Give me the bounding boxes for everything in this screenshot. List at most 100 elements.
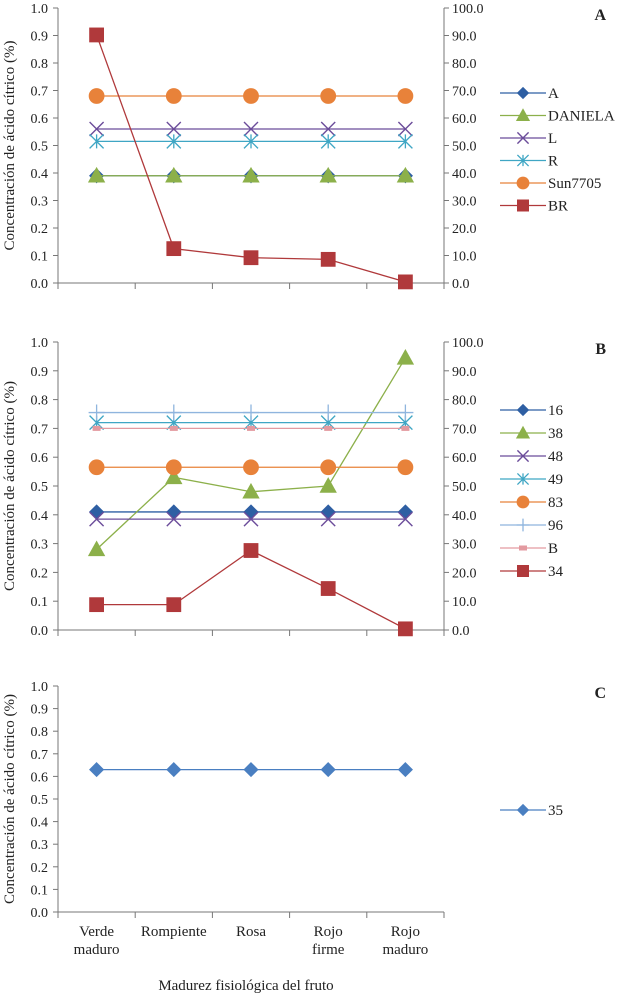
data-point (320, 121, 336, 137)
y-tick-label: 0.0 (31, 624, 49, 639)
data-point (243, 504, 259, 520)
data-point (397, 504, 413, 520)
data-point (87, 540, 106, 557)
y2-tick-label: 0.0 (452, 624, 470, 639)
y2-tick-label: 90.0 (452, 365, 477, 380)
data-point (396, 166, 415, 183)
y-tick-label: 0.0 (31, 906, 49, 921)
data-point (243, 121, 259, 137)
y-tick-label: 0.8 (31, 394, 49, 409)
legend-label: Sun7705 (548, 176, 601, 192)
y-tick-label: 1.0 (31, 2, 49, 17)
x-tick-label-line: maduro (382, 942, 428, 958)
data-point (397, 121, 413, 137)
y2-tick-label: 40.0 (452, 167, 477, 182)
legend-label: BR (548, 199, 568, 215)
panel-label: A (594, 7, 606, 24)
data-point (320, 511, 336, 527)
data-point (320, 88, 337, 104)
x-tick-label-line: firme (312, 942, 345, 958)
y-tick-label: 0.6 (31, 112, 49, 127)
legend-label: 38 (548, 426, 563, 442)
data-point (88, 459, 105, 476)
y-tick-label: 0.9 (31, 30, 49, 45)
y-tick-label: 0.2 (31, 566, 49, 581)
series-34 (89, 543, 413, 637)
y-tick-label: 0.4 (31, 816, 49, 831)
y2-tick-label: 80.0 (452, 57, 477, 72)
x-axis-title: Madurez fisiológica del fruto (158, 978, 333, 994)
data-point (166, 133, 182, 149)
y2-tick-label: 20.0 (452, 566, 477, 581)
legend-label: L (548, 131, 557, 147)
data-point (166, 241, 182, 257)
data-point (89, 121, 105, 137)
legend-marker (517, 565, 530, 578)
data-point (397, 274, 413, 290)
series-line (96, 549, 406, 630)
y2-tick-label: 100.0 (452, 336, 484, 351)
series-96 (88, 404, 414, 421)
legend-marker (519, 545, 527, 551)
data-point (397, 621, 413, 637)
y-tick-label: 0.7 (31, 85, 49, 100)
legend-label: B (548, 541, 558, 557)
legend-marker (515, 108, 531, 122)
y2-tick-label: 10.0 (452, 595, 477, 610)
x-tick-label-line: maduro (74, 942, 120, 958)
y-tick-label: 0.6 (31, 451, 49, 466)
panel-a: 0.0 0.1 0.2 0.3 0.4 0.5 0.6 0.7 0.8 0.9 1.0 0.0 10.0… (2, 2, 615, 292)
y-tick-label: 0.9 (31, 703, 49, 718)
data-point (320, 504, 336, 520)
data-point (397, 88, 414, 104)
y2-tick-label: 80.0 (452, 394, 477, 409)
y2-tick-label: 20.0 (452, 222, 477, 237)
y-tick-label: 0.1 (31, 883, 49, 898)
x-tick-label: Rompiente (141, 924, 207, 940)
y-tick-label: 0.4 (31, 167, 49, 182)
data-point (165, 166, 183, 183)
legend: A DANIELA LR Sun7705 BR (500, 86, 615, 215)
series-line (95, 34, 406, 283)
y-tick-label: 0.3 (31, 195, 49, 210)
data-point (166, 511, 182, 527)
legend-marker (516, 495, 530, 509)
y2-tick-label: 70.0 (452, 422, 477, 437)
data-point (243, 762, 259, 778)
series-sun7705 (88, 88, 414, 104)
legend-marker (516, 803, 530, 817)
x-tick-label-line: Rojo (391, 924, 420, 940)
y-tick-label: 0.0 (31, 277, 49, 292)
series-b (92, 425, 410, 431)
series-83 (88, 459, 414, 476)
data-point (324, 425, 333, 431)
y-tick-label: 0.8 (31, 725, 49, 740)
y2-tick-label: 100.0 (452, 2, 484, 17)
x-tick-label-line: Rosa (236, 924, 266, 940)
series-l (89, 121, 413, 137)
data-point (243, 543, 259, 558)
data-point (166, 504, 182, 520)
y-tick-label: 0.3 (31, 538, 49, 553)
y-tick-label: 0.1 (31, 250, 49, 265)
data-point (165, 88, 182, 104)
legend-label: 83 (548, 495, 563, 511)
legend-label: 48 (548, 449, 563, 465)
data-point (242, 166, 260, 183)
data-point (320, 404, 337, 421)
y2-tick-label: 30.0 (452, 195, 477, 210)
legend-label: R (548, 154, 558, 170)
data-point (89, 504, 105, 520)
legend-marker (516, 176, 530, 190)
data-point (243, 133, 259, 149)
y2-tick-label: 0.0 (452, 277, 470, 292)
data-point (243, 404, 259, 421)
panel-label: B (595, 341, 606, 358)
data-point (320, 133, 336, 149)
data-point (320, 251, 336, 267)
x-tick-label: Rojo firme (312, 924, 345, 958)
series-line (96, 357, 406, 550)
series-daniela (87, 166, 415, 183)
series-38 (87, 349, 415, 557)
y2-tick-label: 30.0 (452, 538, 477, 553)
